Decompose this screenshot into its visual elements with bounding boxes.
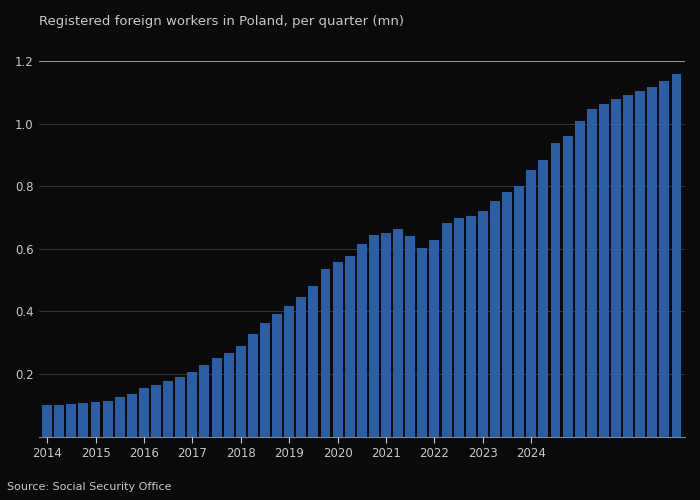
Text: Source: Social Security Office: Source: Social Security Office [7,482,172,492]
Bar [538,160,548,436]
Bar [236,346,246,436]
Bar [430,240,440,436]
Bar [224,352,234,436]
Bar [344,256,355,436]
Bar [296,298,306,436]
Bar [417,248,427,436]
Bar [587,108,597,436]
Bar [151,385,161,436]
Bar [66,404,76,436]
Bar [42,406,52,436]
Bar [90,402,101,436]
Bar [671,74,682,436]
Bar [163,381,173,436]
Bar [611,100,621,436]
Bar [599,104,609,436]
Bar [635,91,645,437]
Bar [78,403,88,436]
Bar [103,400,113,436]
Bar [563,136,573,436]
Bar [466,216,476,436]
Bar [260,324,270,436]
Bar [211,358,221,436]
Bar [381,232,391,436]
Bar [332,262,342,436]
Bar [454,218,463,436]
Bar [478,210,488,436]
Bar [490,202,500,436]
Text: Registered foreign workers in Poland, per quarter (mn): Registered foreign workers in Poland, pe… [38,15,404,28]
Bar [369,235,379,436]
Bar [272,314,282,436]
Bar [393,230,403,436]
Bar [175,376,186,436]
Bar [405,236,415,436]
Bar [284,306,294,436]
Bar [575,121,584,436]
Bar [442,223,452,436]
Bar [526,170,536,436]
Bar [623,95,633,436]
Bar [659,80,669,436]
Bar [357,244,367,436]
Bar [550,143,561,436]
Bar [54,404,64,436]
Bar [309,286,318,436]
Bar [127,394,136,436]
Bar [139,388,149,436]
Bar [199,365,209,436]
Bar [514,186,524,436]
Bar [248,334,258,436]
Bar [648,87,657,437]
Bar [321,269,330,436]
Bar [115,398,125,436]
Bar [188,372,197,436]
Bar [502,192,512,436]
